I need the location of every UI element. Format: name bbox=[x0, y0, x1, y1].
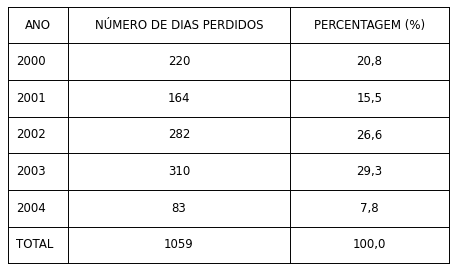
Text: ANO: ANO bbox=[25, 19, 51, 32]
Text: 100,0: 100,0 bbox=[353, 238, 386, 251]
Text: 2001: 2001 bbox=[16, 92, 46, 105]
Text: 2002: 2002 bbox=[16, 129, 46, 141]
Text: 1059: 1059 bbox=[164, 238, 194, 251]
Text: 15,5: 15,5 bbox=[356, 92, 383, 105]
Text: 2004: 2004 bbox=[16, 202, 46, 215]
Text: 83: 83 bbox=[171, 202, 186, 215]
Text: 7,8: 7,8 bbox=[360, 202, 379, 215]
Text: 220: 220 bbox=[168, 55, 190, 68]
Text: 310: 310 bbox=[168, 165, 190, 178]
Text: 282: 282 bbox=[168, 129, 190, 141]
Text: 2003: 2003 bbox=[16, 165, 46, 178]
Text: 2000: 2000 bbox=[16, 55, 46, 68]
Text: PERCENTAGEM (%): PERCENTAGEM (%) bbox=[314, 19, 425, 32]
Text: NÚMERO DE DIAS PERDIDOS: NÚMERO DE DIAS PERDIDOS bbox=[95, 19, 263, 32]
Text: 29,3: 29,3 bbox=[356, 165, 383, 178]
Text: 26,6: 26,6 bbox=[356, 129, 383, 141]
Text: 164: 164 bbox=[168, 92, 190, 105]
Text: 20,8: 20,8 bbox=[356, 55, 383, 68]
Text: TOTAL: TOTAL bbox=[16, 238, 54, 251]
